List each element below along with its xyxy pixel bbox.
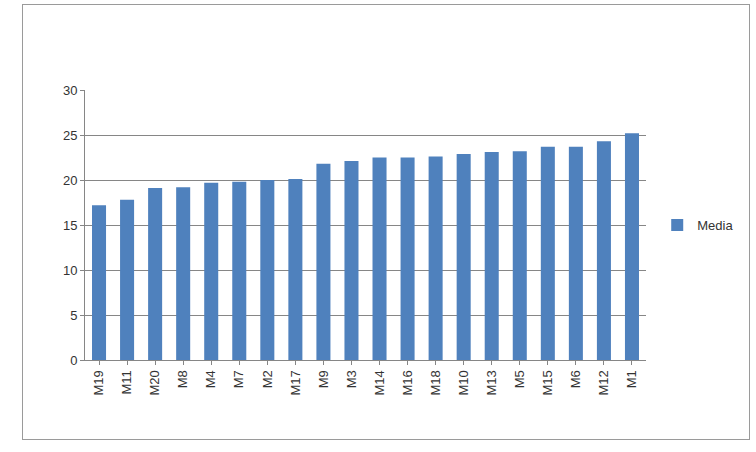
svg-text:M15: M15 xyxy=(540,370,555,395)
svg-text:30: 30 xyxy=(63,83,77,98)
svg-text:M7: M7 xyxy=(232,370,247,388)
svg-text:M13: M13 xyxy=(484,370,499,395)
svg-text:M20: M20 xyxy=(147,370,162,395)
svg-text:M9: M9 xyxy=(316,370,331,388)
svg-text:M2: M2 xyxy=(260,370,275,388)
svg-text:20: 20 xyxy=(63,173,77,188)
svg-text:M4: M4 xyxy=(203,370,218,388)
svg-text:M1: M1 xyxy=(624,370,639,388)
svg-text:M16: M16 xyxy=(400,370,415,395)
svg-text:15: 15 xyxy=(63,218,77,233)
svg-text:M17: M17 xyxy=(288,370,303,395)
svg-text:Media: Media xyxy=(697,218,733,233)
svg-text:M10: M10 xyxy=(456,370,471,395)
svg-text:M19: M19 xyxy=(91,370,106,395)
svg-text:5: 5 xyxy=(70,308,77,323)
svg-text:M3: M3 xyxy=(344,370,359,388)
svg-text:M6: M6 xyxy=(568,370,583,388)
svg-text:M8: M8 xyxy=(175,370,190,388)
svg-text:0: 0 xyxy=(70,353,77,368)
svg-text:10: 10 xyxy=(63,263,77,278)
svg-text:25: 25 xyxy=(63,128,77,143)
svg-text:M5: M5 xyxy=(512,370,527,388)
svg-text:M12: M12 xyxy=(596,370,611,395)
svg-text:M11: M11 xyxy=(119,370,134,394)
svg-text:M14: M14 xyxy=(372,370,387,395)
svg-text:M18: M18 xyxy=(428,370,443,395)
